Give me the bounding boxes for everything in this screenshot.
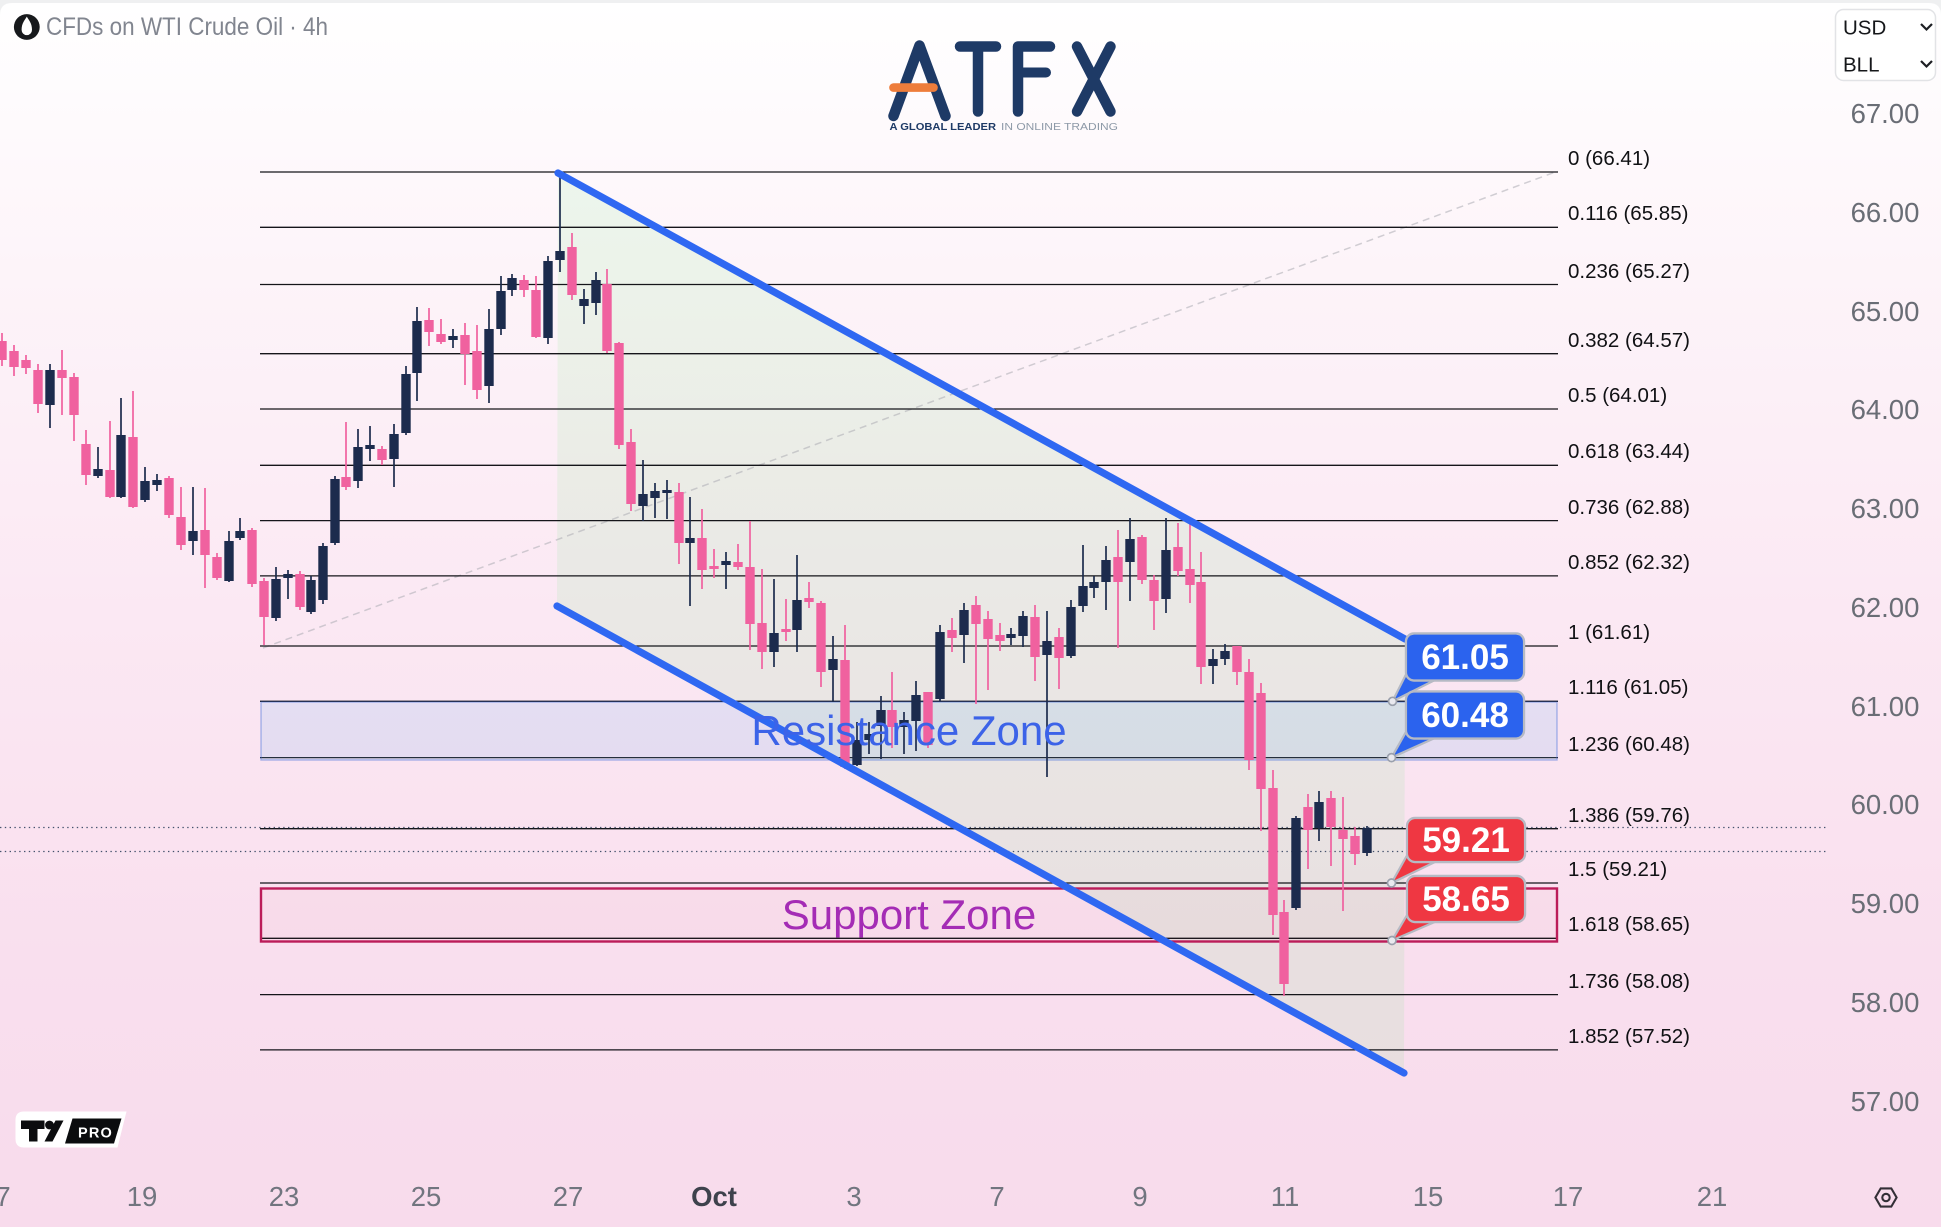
svg-text:Oct: Oct [691,1181,737,1212]
svg-text:15: 15 [1413,1181,1444,1212]
svg-text:61.00: 61.00 [1851,691,1920,722]
svg-text:0.5 (64.01): 0.5 (64.01) [1568,384,1667,407]
svg-text:61.05: 61.05 [1421,638,1509,677]
svg-text:65.00: 65.00 [1851,296,1920,327]
svg-text:21: 21 [1697,1181,1728,1212]
svg-text:60.00: 60.00 [1851,789,1920,820]
svg-text:58.00: 58.00 [1851,987,1920,1018]
svg-text:9: 9 [1132,1181,1147,1212]
svg-text:A GLOBAL LEADER: A GLOBAL LEADER [890,122,997,133]
svg-text:7: 7 [989,1181,1004,1212]
svg-text:Support Zone: Support Zone [782,891,1037,938]
svg-text:19: 19 [127,1181,158,1212]
svg-text:PRO: PRO [78,1126,113,1142]
svg-text:60.48: 60.48 [1421,696,1509,735]
svg-text:0.852 (62.32): 0.852 (62.32) [1568,551,1690,574]
svg-text:1.116 (61.05): 1.116 (61.05) [1568,676,1688,699]
svg-text:1.5 (59.21): 1.5 (59.21) [1568,858,1667,881]
svg-text:IN ONLINE TRADING: IN ONLINE TRADING [1001,122,1118,133]
svg-text:25: 25 [411,1181,442,1212]
svg-text:1 (61.61): 1 (61.61) [1568,621,1650,644]
svg-text:BLL: BLL [1843,54,1879,77]
svg-text:3: 3 [846,1181,861,1212]
svg-text:62.00: 62.00 [1851,592,1920,623]
svg-text:CFDs on WTI Crude Oil · 4h: CFDs on WTI Crude Oil · 4h [46,13,328,41]
svg-text:0 (66.41): 0 (66.41) [1568,147,1650,170]
svg-text:27: 27 [553,1181,584,1212]
svg-text:17: 17 [1553,1181,1584,1212]
svg-text:0.236 (65.27): 0.236 (65.27) [1568,260,1690,283]
svg-text:23: 23 [269,1181,300,1212]
svg-text:1.736 (58.08): 1.736 (58.08) [1568,970,1690,993]
svg-text:57.00: 57.00 [1851,1086,1920,1117]
svg-text:1.236 (60.48): 1.236 (60.48) [1568,733,1690,756]
svg-text:63.00: 63.00 [1851,493,1920,524]
svg-text:59.21: 59.21 [1422,821,1510,860]
svg-text:11: 11 [1271,1181,1300,1212]
svg-text:0.618 (63.44): 0.618 (63.44) [1568,440,1690,463]
svg-text:1.618 (58.65): 1.618 (58.65) [1568,913,1690,936]
svg-text:0.116 (65.85): 0.116 (65.85) [1568,202,1688,225]
svg-text:66.00: 66.00 [1851,197,1920,228]
svg-text:59.00: 59.00 [1851,888,1920,919]
svg-text:0.382 (64.57): 0.382 (64.57) [1568,329,1690,352]
svg-text:0.736 (62.88): 0.736 (62.88) [1568,496,1690,519]
svg-text:Resistance Zone: Resistance Zone [751,707,1066,754]
svg-text:1.852 (57.52): 1.852 (57.52) [1568,1025,1690,1048]
svg-text:64.00: 64.00 [1851,394,1920,425]
svg-text:7: 7 [0,1181,11,1212]
svg-text:USD: USD [1843,17,1886,40]
svg-text:67.00: 67.00 [1851,98,1920,129]
svg-text:1.386 (59.76): 1.386 (59.76) [1568,804,1690,827]
svg-text:58.65: 58.65 [1422,880,1510,919]
